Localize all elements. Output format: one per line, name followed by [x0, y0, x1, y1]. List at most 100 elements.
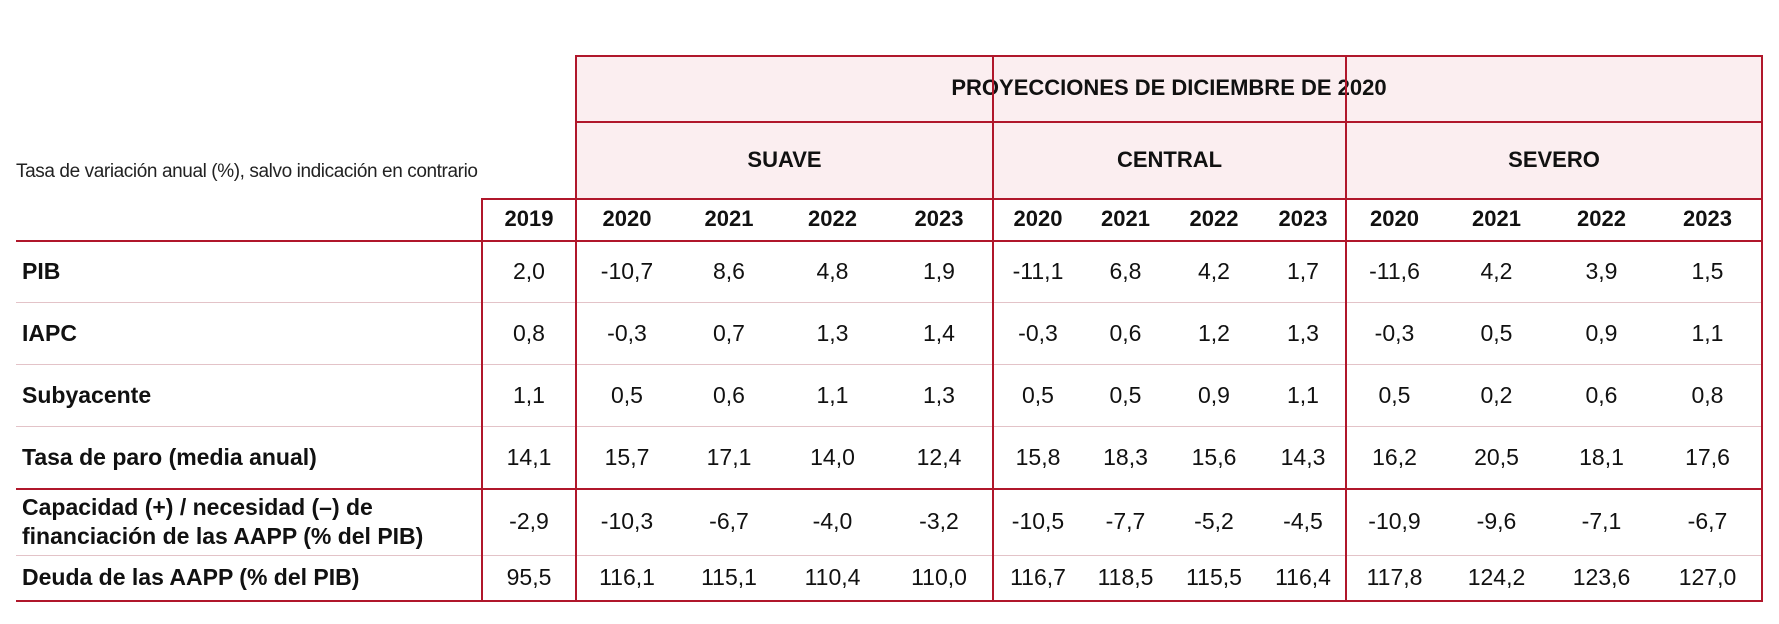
table-cell: 3,9 — [1585, 257, 1618, 284]
table-cell: 1,9 — [923, 257, 955, 284]
table-cell: -0,3 — [1374, 319, 1415, 346]
year-header: 2021 — [1472, 206, 1521, 231]
row-label: PIB — [22, 257, 61, 284]
table-cell: 0,8 — [1691, 381, 1724, 408]
scenario-severo: SEVERO — [1508, 146, 1600, 172]
table-bottom-rule — [16, 600, 1762, 602]
table-cell: 14,3 — [1280, 443, 1326, 470]
row-divider — [16, 555, 1762, 556]
header-mid-rule — [576, 121, 1762, 123]
table-cell: -2,9 — [509, 508, 549, 534]
row-label: IAPC — [22, 319, 77, 346]
table-cell: 0,6 — [1585, 381, 1618, 408]
year-header: 2023 — [1278, 206, 1328, 231]
table-cell: 1,1 — [816, 381, 849, 408]
table-cell: 0,2 — [1480, 381, 1513, 408]
projection-header-bg — [576, 55, 1762, 198]
row-divider — [16, 426, 1762, 427]
table-cell: -7,7 — [1105, 508, 1146, 534]
table-cell: -11,1 — [1012, 257, 1064, 284]
year-header: 2020 — [1013, 206, 1063, 231]
table-cell: 4,8 — [816, 257, 849, 284]
table-cell: 127,0 — [1678, 564, 1737, 590]
table-cell: 0,5 — [1022, 381, 1054, 408]
table-cell: 1,3 — [1287, 319, 1319, 346]
table-cell: 20,5 — [1474, 443, 1519, 470]
table-cell: -0,3 — [607, 319, 647, 346]
row-divider — [16, 364, 1762, 365]
years-top-rule — [482, 198, 1762, 200]
table-cell: -6,7 — [1687, 508, 1728, 534]
table-cell: 1,1 — [513, 381, 545, 408]
table-cell: -10,7 — [600, 257, 654, 284]
table-cell: 1,1 — [1287, 381, 1319, 408]
projection-title: PROYECCIONES DE DICIEMBRE DE 2020 — [951, 75, 1387, 100]
column-rule — [481, 198, 483, 602]
table-cell: 1,7 — [1287, 257, 1319, 284]
unit-note: Tasa de variación anual (%), salvo indic… — [16, 160, 478, 182]
year-header: 2021 — [1101, 206, 1150, 231]
year-header: 2021 — [704, 206, 754, 231]
table-cell: -10,5 — [1011, 508, 1065, 534]
table-cell: 18,1 — [1579, 443, 1624, 470]
table-cell: 0,5 — [1378, 381, 1411, 408]
table-cell: 0,6 — [1109, 319, 1142, 346]
scenario-suave: SUAVE — [747, 146, 822, 172]
scenario-central: CENTRAL — [1116, 146, 1223, 172]
table-cell: -9,6 — [1476, 508, 1517, 534]
table-cell: -5,2 — [1194, 508, 1234, 534]
table-cell: 8,6 — [713, 257, 745, 284]
table-cell: 116,7 — [1010, 564, 1066, 590]
table-cell: 14,0 — [810, 443, 855, 470]
table-cell: 95,5 — [506, 564, 552, 590]
table-cell: 117,8 — [1366, 564, 1423, 590]
year-header: 2020 — [602, 206, 652, 231]
table-cell: -10,9 — [1368, 508, 1421, 534]
table-cell: -4,0 — [812, 508, 853, 534]
table-cell: 0,5 — [1480, 319, 1513, 346]
table-cell: 18,3 — [1103, 443, 1148, 470]
table-cell: 1,3 — [923, 381, 955, 408]
table-cell: 0,7 — [713, 319, 745, 346]
table-cell: 16,2 — [1372, 443, 1417, 470]
table-cell: 0,8 — [513, 319, 545, 346]
table-cell: 15,8 — [1015, 443, 1061, 470]
table-cell: -11,6 — [1369, 257, 1420, 284]
table-cell: 12,4 — [916, 443, 962, 470]
table-cell: 110,0 — [911, 564, 967, 590]
table-cell: 14,1 — [506, 443, 552, 470]
table-cell: -0,3 — [1018, 319, 1058, 346]
table-cell: -7,1 — [1581, 508, 1622, 534]
table-cell: 1,2 — [1198, 319, 1230, 346]
year-header: 2023 — [1683, 206, 1732, 231]
table-cell: 115,1 — [701, 564, 757, 590]
header-top-rule — [576, 55, 1762, 57]
column-rule — [1345, 55, 1347, 602]
table-cell: 1,1 — [1691, 319, 1724, 346]
table-cell: -4,5 — [1283, 508, 1323, 534]
column-rule — [992, 55, 994, 602]
table-cell: 17,6 — [1685, 443, 1730, 470]
table-cell: -3,2 — [919, 508, 959, 534]
year-header: 2022 — [1189, 206, 1239, 231]
table-cell: 0,5 — [611, 381, 643, 408]
table-cell: 118,5 — [1097, 564, 1154, 590]
table-cell: 15,6 — [1191, 443, 1237, 470]
table-cell: 115,5 — [1186, 564, 1242, 590]
year-header: 2020 — [1370, 206, 1419, 231]
table-cell: 0,9 — [1198, 381, 1230, 408]
row-label: Subyacente — [22, 381, 152, 408]
table-cell: 1,4 — [923, 319, 955, 346]
year-header: 2023 — [914, 206, 964, 231]
table-cell: 116,4 — [1275, 564, 1331, 590]
table-cell: 1,3 — [816, 319, 849, 346]
table-cell: 4,2 — [1198, 257, 1230, 284]
year-header: 2022 — [1577, 206, 1626, 231]
table-cell: 4,2 — [1480, 257, 1513, 284]
table-cell: 0,9 — [1585, 319, 1618, 346]
table-cell: 124,2 — [1467, 564, 1526, 590]
table-cell: -10,3 — [600, 508, 654, 534]
table-cell: 15,7 — [604, 443, 650, 470]
column-rule — [575, 55, 577, 602]
